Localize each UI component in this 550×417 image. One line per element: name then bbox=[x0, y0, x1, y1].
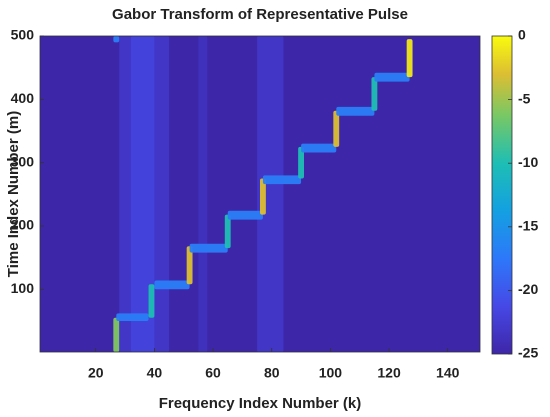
heatmap-cell bbox=[301, 143, 337, 153]
heatmap-cell bbox=[371, 77, 378, 111]
heatmap-cell bbox=[116, 313, 149, 321]
heatmap-cell bbox=[262, 175, 302, 185]
colorbar-tick-label: 0 bbox=[518, 27, 526, 43]
heatmap-cell bbox=[336, 106, 375, 116]
heatmap-cell bbox=[374, 72, 410, 82]
x-tick-label: 20 bbox=[88, 365, 104, 381]
x-tick-label: 100 bbox=[319, 365, 343, 381]
plot-frame bbox=[39, 35, 481, 353]
x-axis-label: Frequency Index Number (k) bbox=[159, 395, 362, 412]
heatmap-cell bbox=[189, 243, 228, 253]
heatmap-cell bbox=[198, 36, 208, 352]
x-tick-label: 80 bbox=[264, 365, 280, 381]
heatmap-cell bbox=[224, 214, 231, 249]
colorbar-tick-label: -10 bbox=[518, 154, 538, 170]
heatmap-cell bbox=[130, 36, 155, 352]
x-tick-label: 60 bbox=[205, 365, 221, 381]
x-tick-label: 120 bbox=[377, 365, 401, 381]
heatmap-cell bbox=[260, 178, 266, 215]
colorbar-tick-label: -5 bbox=[518, 90, 531, 106]
y-tick-label: 200 bbox=[11, 217, 35, 233]
y-tick-label: 400 bbox=[11, 90, 35, 106]
colorbar-tick-label: -15 bbox=[518, 218, 538, 234]
y-tick-label: 500 bbox=[11, 27, 35, 43]
heatmap-cell bbox=[186, 246, 193, 285]
y-tick-label: 300 bbox=[11, 153, 35, 169]
y-tick-label: 100 bbox=[11, 280, 35, 296]
heatmap-cell bbox=[406, 39, 413, 78]
heatmap-cell bbox=[333, 110, 340, 147]
heatmap-cell bbox=[113, 36, 120, 43]
y-axis-label: Time Index Number (m) bbox=[5, 111, 22, 277]
heatmap-cell bbox=[154, 280, 190, 290]
heatmap-cell bbox=[148, 284, 155, 318]
heatmap-cell bbox=[113, 317, 120, 352]
x-tick-label: 140 bbox=[436, 365, 460, 381]
colorbar bbox=[491, 35, 513, 355]
heatmap-cell bbox=[298, 146, 304, 179]
chart-title: Gabor Transform of Representative Pulse bbox=[112, 6, 408, 23]
heatmap-cell bbox=[257, 36, 284, 352]
x-tick-label: 40 bbox=[147, 365, 163, 381]
colorbar-tick-label: -25 bbox=[518, 345, 538, 361]
heatmap-cell bbox=[227, 210, 263, 220]
colorbar-tick-label: -20 bbox=[518, 281, 538, 297]
plot-area bbox=[40, 36, 480, 352]
